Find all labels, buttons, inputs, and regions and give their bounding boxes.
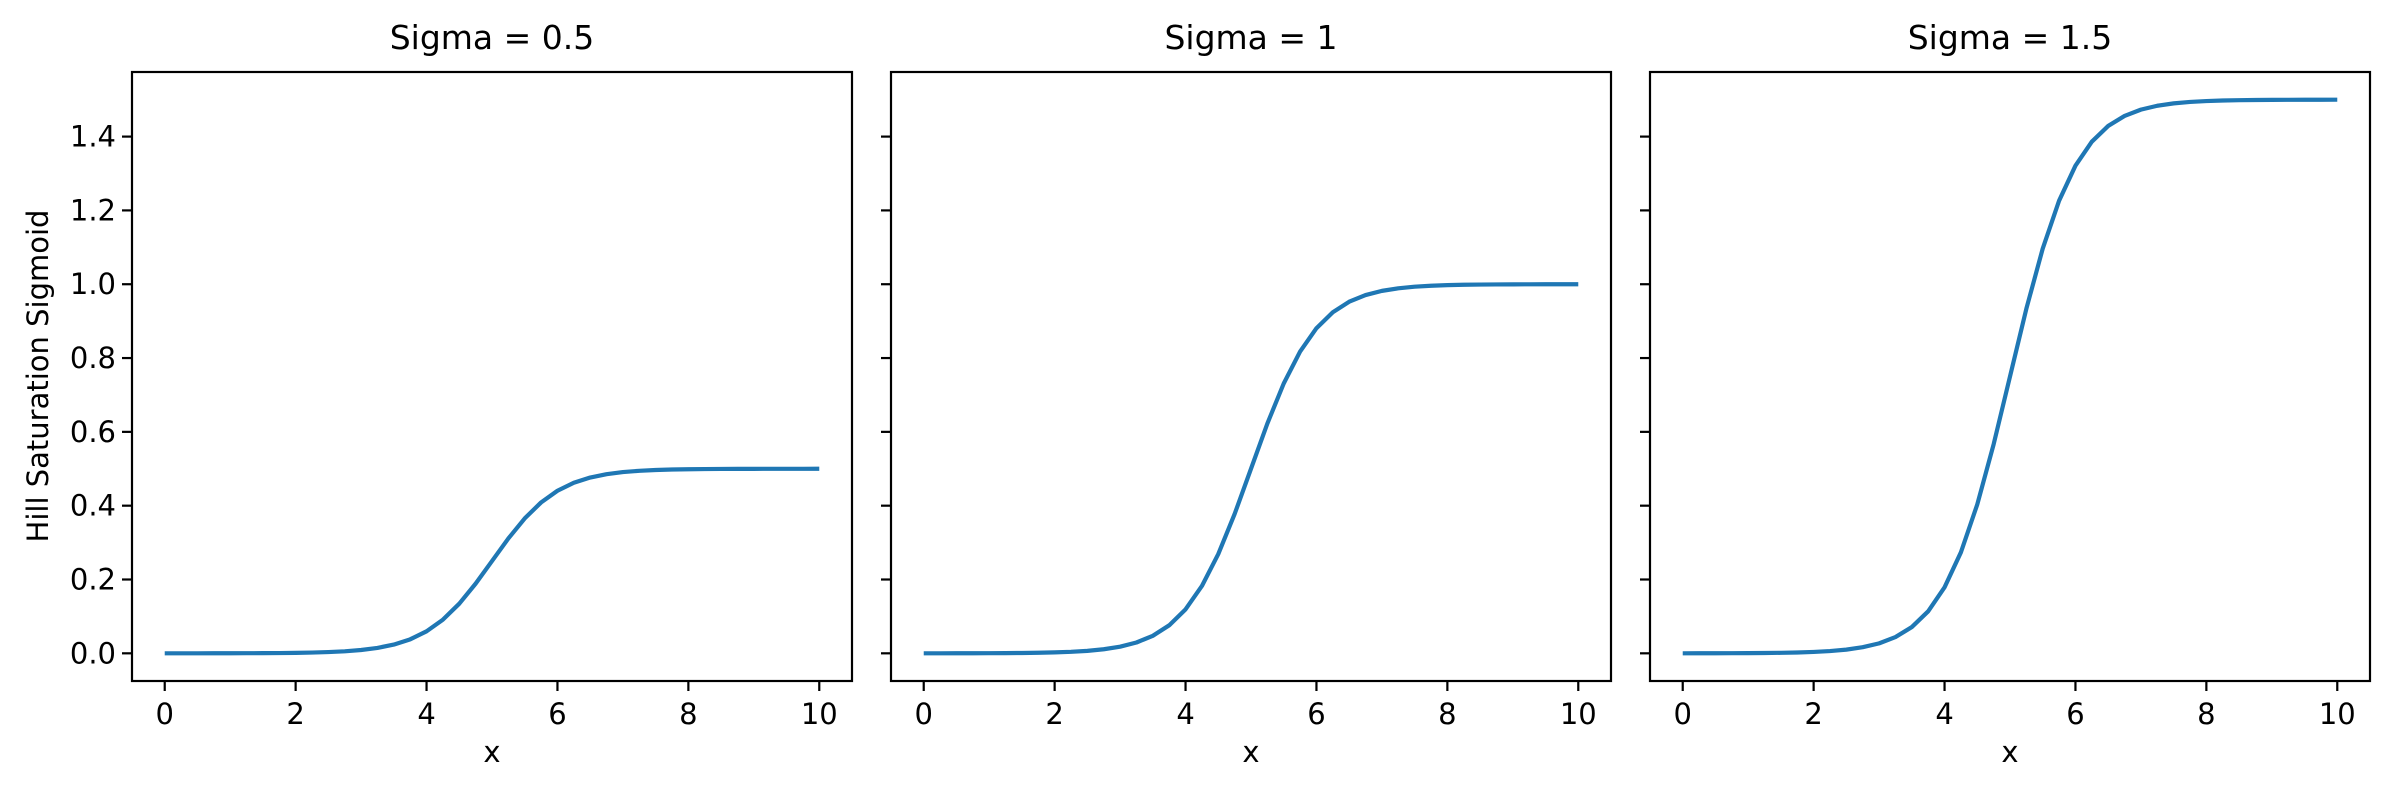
y-tick-label: 1.2 — [70, 193, 116, 227]
x-tick-label: 4 — [1935, 697, 1953, 731]
subplot-2-title: Sigma = 1 — [1164, 18, 1338, 57]
y-tick-label: 0.6 — [70, 415, 116, 449]
x-tick-label: 4 — [417, 697, 435, 731]
x-tick-label: 10 — [2319, 697, 2356, 731]
sigmoid-curve — [923, 282, 1579, 656]
y-tick-label: 0.0 — [70, 636, 116, 670]
subplot-2-xlabel: x — [1242, 735, 1260, 769]
axes-spines — [130, 70, 854, 683]
y-tick-label: 1.4 — [70, 120, 116, 154]
subplot-3-xlabel: x — [2001, 735, 2019, 769]
y-tick-label: 0.4 — [70, 489, 116, 523]
x-tick-label: 2 — [1804, 697, 1822, 731]
subplot-1-xlabel: x — [483, 735, 501, 769]
subplot-3-title: Sigma = 1.5 — [1907, 18, 2113, 57]
y-tick-label: 0.8 — [70, 341, 116, 375]
x-tick-label: 2 — [1045, 697, 1063, 731]
x-tick-label: 2 — [286, 697, 304, 731]
x-tick-label: 8 — [679, 697, 697, 731]
x-tick-label: 10 — [801, 697, 838, 731]
x-tick-label: 0 — [915, 697, 933, 731]
axes-spines — [1648, 70, 2372, 683]
x-tick-label: 6 — [1307, 697, 1325, 731]
x-tick-label: 4 — [1176, 697, 1194, 731]
y-tick-label: 1.0 — [70, 267, 116, 301]
x-tick-label: 6 — [548, 697, 566, 731]
x-tick-label: 0 — [156, 697, 174, 731]
x-tick-label: 6 — [2066, 697, 2084, 731]
x-tick-label: 10 — [1560, 697, 1597, 731]
x-tick-label: 0 — [1674, 697, 1692, 731]
axes-spines — [889, 70, 1613, 683]
y-tick-label: 0.2 — [70, 563, 116, 597]
sigmoid-curve — [1682, 97, 2338, 656]
x-tick-label: 8 — [1438, 697, 1456, 731]
sigmoid-curve — [164, 466, 820, 656]
x-tick-label: 8 — [2197, 697, 2215, 731]
y-axis-label: Hill Saturation Sigmoid — [21, 209, 55, 543]
subplot-1-title: Sigma = 0.5 — [389, 18, 595, 57]
